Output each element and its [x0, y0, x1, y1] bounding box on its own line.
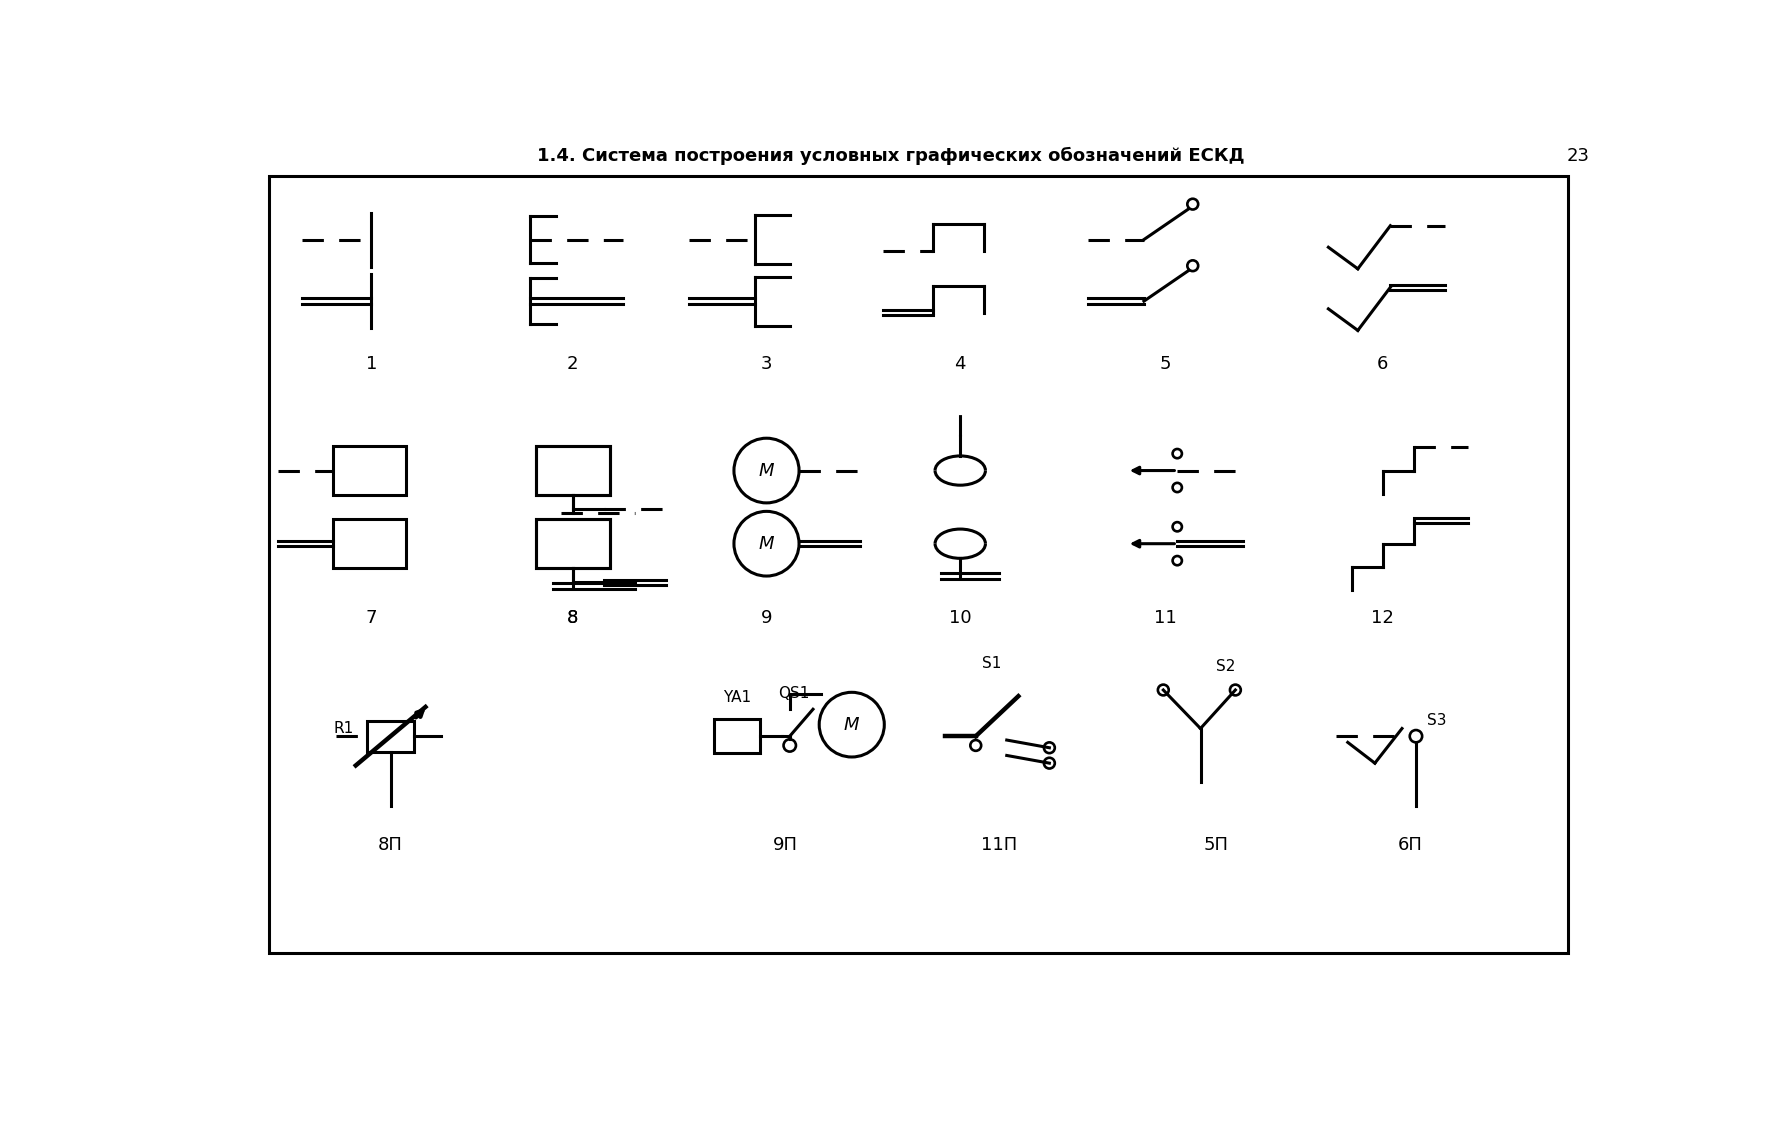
Text: 10: 10: [950, 609, 971, 627]
Text: 12: 12: [1371, 609, 1394, 627]
Text: M: M: [844, 715, 860, 733]
Text: 1: 1: [366, 355, 376, 373]
Text: 11П: 11П: [980, 836, 1018, 854]
Bar: [536, 519, 609, 568]
Text: 5П: 5П: [1204, 836, 1229, 854]
Bar: [536, 519, 609, 568]
Bar: [367, 721, 414, 751]
Text: 23: 23: [1566, 147, 1590, 165]
Text: R1: R1: [333, 721, 353, 736]
Text: 4: 4: [955, 355, 966, 373]
Text: M: M: [758, 534, 774, 553]
Text: S2: S2: [1217, 660, 1235, 675]
Text: S1: S1: [982, 655, 1002, 670]
Bar: [536, 446, 609, 495]
Text: 6П: 6П: [1398, 836, 1423, 854]
Text: 2: 2: [566, 355, 579, 373]
Text: QS1: QS1: [778, 686, 810, 702]
Bar: [536, 446, 609, 495]
Bar: [333, 446, 407, 495]
Text: 7: 7: [366, 609, 376, 627]
Bar: [269, 175, 1568, 954]
Bar: [713, 720, 760, 753]
Text: M: M: [758, 461, 774, 479]
Text: 8П: 8П: [378, 836, 403, 854]
Bar: [333, 519, 407, 568]
Text: S3: S3: [1426, 713, 1446, 729]
Text: YA1: YA1: [722, 690, 751, 705]
Text: 6: 6: [1376, 355, 1389, 373]
Text: 9П: 9П: [774, 836, 799, 854]
Text: 3: 3: [762, 355, 772, 373]
Text: 8: 8: [566, 609, 579, 627]
Text: 8: 8: [566, 609, 579, 627]
Text: 5: 5: [1159, 355, 1172, 373]
Text: 11: 11: [1154, 609, 1177, 627]
Text: 1.4. Система построения условных графических обозначений ЕСКД: 1.4. Система построения условных графиче…: [536, 147, 1244, 165]
Text: 9: 9: [762, 609, 772, 627]
